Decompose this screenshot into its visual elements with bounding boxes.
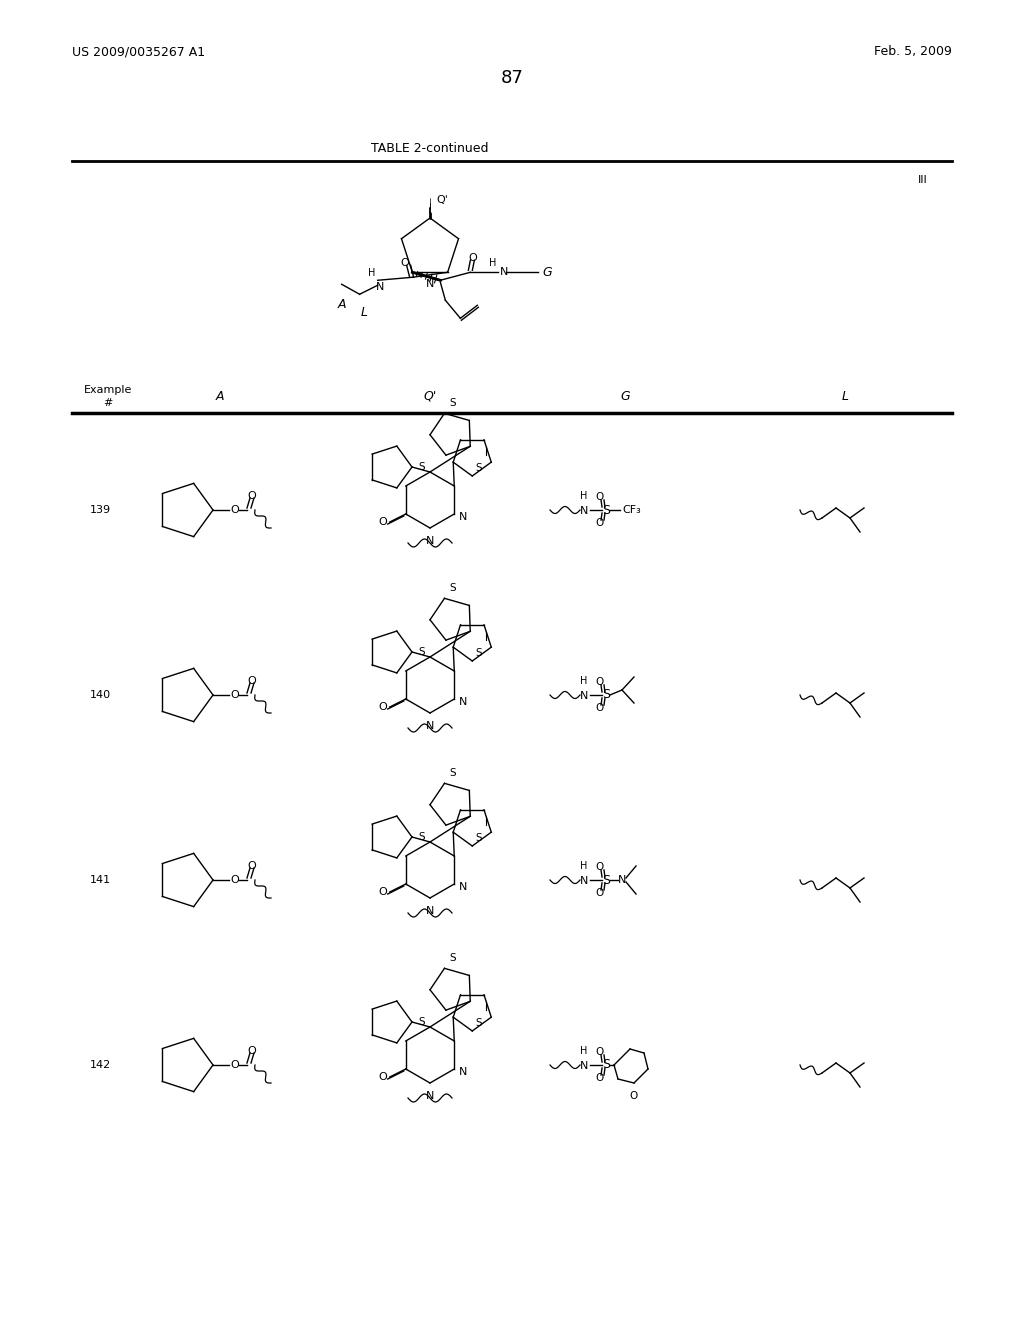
Text: O: O bbox=[379, 702, 387, 711]
Text: N: N bbox=[501, 267, 509, 277]
Text: O: O bbox=[595, 1047, 603, 1057]
Text: O: O bbox=[248, 491, 256, 502]
Text: H: H bbox=[581, 676, 588, 686]
Text: S: S bbox=[418, 462, 425, 473]
Text: S: S bbox=[475, 833, 481, 843]
Text: N: N bbox=[459, 1067, 468, 1077]
Text: #: # bbox=[103, 399, 113, 408]
Text: S: S bbox=[418, 647, 425, 657]
Text: S: S bbox=[475, 648, 481, 657]
Text: 142: 142 bbox=[89, 1060, 111, 1071]
Text: O: O bbox=[630, 1092, 638, 1101]
Text: N: N bbox=[426, 536, 434, 546]
Text: H: H bbox=[581, 861, 588, 871]
Text: N: N bbox=[426, 906, 434, 916]
Text: 87: 87 bbox=[501, 69, 523, 87]
Text: H: H bbox=[369, 268, 376, 279]
Text: US 2009/0035267 A1: US 2009/0035267 A1 bbox=[72, 45, 205, 58]
Text: L: L bbox=[361, 306, 369, 319]
Text: A: A bbox=[337, 298, 346, 312]
Text: O: O bbox=[230, 875, 240, 884]
Text: S: S bbox=[602, 874, 610, 887]
Text: III: III bbox=[919, 176, 928, 185]
Text: N: N bbox=[459, 512, 468, 521]
Text: O: O bbox=[230, 690, 240, 700]
Text: N: N bbox=[426, 280, 434, 289]
Text: S: S bbox=[418, 1016, 425, 1027]
Text: Q': Q' bbox=[436, 195, 447, 205]
Text: O: O bbox=[248, 1045, 256, 1056]
Text: O: O bbox=[595, 704, 603, 713]
Text: S: S bbox=[475, 463, 481, 473]
Text: S: S bbox=[450, 583, 456, 593]
Text: N: N bbox=[426, 721, 434, 731]
Text: S: S bbox=[450, 768, 456, 779]
Text: O: O bbox=[400, 259, 409, 268]
Text: O: O bbox=[379, 1072, 387, 1082]
Text: O: O bbox=[379, 887, 387, 898]
Text: CF₃: CF₃ bbox=[623, 506, 641, 515]
Text: L: L bbox=[842, 389, 849, 403]
Text: Q': Q' bbox=[423, 389, 436, 403]
Text: N: N bbox=[617, 875, 627, 884]
Text: O: O bbox=[595, 677, 603, 686]
Text: N: N bbox=[580, 690, 588, 701]
Text: TABLE 2-continued: TABLE 2-continued bbox=[372, 141, 488, 154]
Text: G: G bbox=[543, 265, 552, 279]
Text: N: N bbox=[376, 282, 384, 292]
Text: O: O bbox=[468, 253, 477, 263]
Text: H: H bbox=[581, 1045, 588, 1056]
Text: O: O bbox=[248, 676, 256, 686]
Text: O: O bbox=[595, 1073, 603, 1082]
Text: S: S bbox=[418, 832, 425, 842]
Text: S: S bbox=[475, 1018, 481, 1028]
Text: H: H bbox=[581, 491, 588, 502]
Text: O: O bbox=[230, 1060, 240, 1071]
Text: N: N bbox=[459, 882, 468, 892]
Text: H: H bbox=[489, 259, 497, 268]
Text: N: N bbox=[426, 1092, 434, 1101]
Text: S: S bbox=[450, 953, 456, 964]
Text: O: O bbox=[248, 861, 256, 871]
Text: N: N bbox=[459, 697, 468, 708]
Text: Example: Example bbox=[84, 385, 132, 395]
Text: O: O bbox=[595, 888, 603, 898]
Text: Feb. 5, 2009: Feb. 5, 2009 bbox=[874, 45, 952, 58]
Text: 141: 141 bbox=[89, 875, 111, 884]
Text: 139: 139 bbox=[89, 506, 111, 515]
Text: 140: 140 bbox=[89, 690, 111, 700]
Text: N: N bbox=[580, 876, 588, 886]
Text: S: S bbox=[450, 399, 456, 408]
Text: G: G bbox=[621, 389, 630, 403]
Text: A: A bbox=[216, 389, 224, 403]
Text: S: S bbox=[602, 503, 610, 516]
Text: O: O bbox=[230, 506, 240, 515]
Text: S: S bbox=[602, 689, 610, 701]
Text: N: N bbox=[580, 1061, 588, 1071]
Text: N: N bbox=[580, 506, 588, 516]
Text: O: O bbox=[595, 517, 603, 528]
Text: O: O bbox=[595, 492, 603, 502]
Text: O: O bbox=[595, 862, 603, 873]
Text: S: S bbox=[602, 1059, 610, 1072]
Text: O: O bbox=[379, 517, 387, 527]
